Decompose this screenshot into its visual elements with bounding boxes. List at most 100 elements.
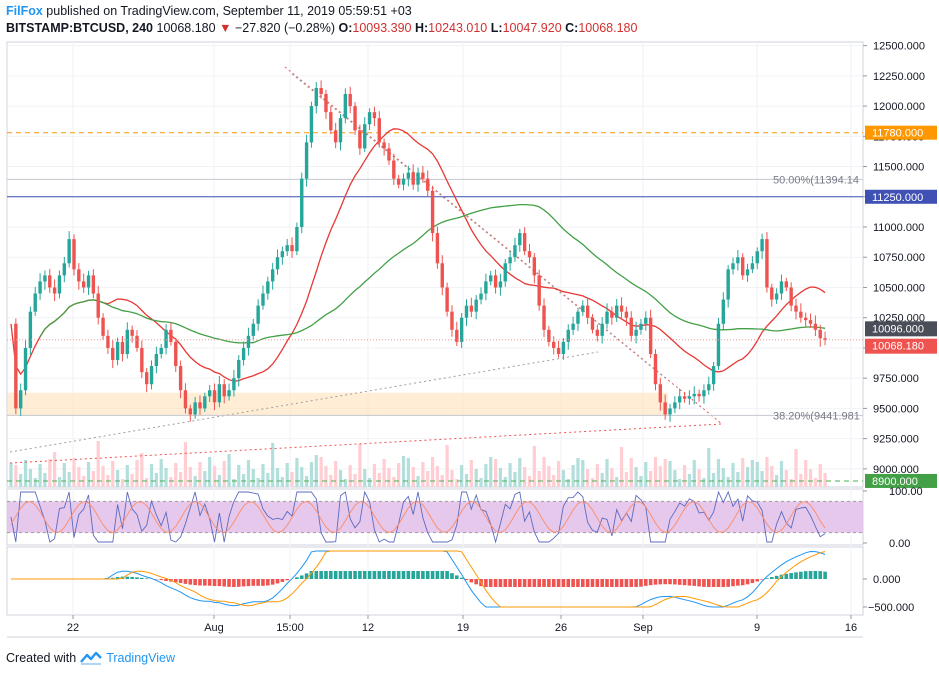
- low-value: 10047.920: [502, 21, 562, 35]
- macd-histogram-bar: [217, 579, 222, 587]
- candle-body: [33, 293, 37, 312]
- candle-body: [144, 372, 149, 385]
- macd-histogram-bar: [236, 579, 241, 587]
- published-text: published on TradingView.com, September …: [46, 4, 412, 18]
- candle-body: [106, 335, 110, 348]
- candle-body: [566, 329, 570, 342]
- macd-histogram-bar: [450, 573, 454, 579]
- volume-bar: [590, 478, 595, 487]
- created-with-text: Created with: [6, 651, 77, 665]
- volume-bar: [154, 473, 158, 487]
- volume-bar: [450, 470, 454, 487]
- macd-histogram-bar: [193, 579, 197, 586]
- candle-body: [338, 118, 343, 143]
- candle-body: [333, 130, 338, 143]
- candle-body: [755, 251, 759, 264]
- level-badge-label: 11780.000: [872, 128, 923, 140]
- volume-bar: [101, 466, 105, 487]
- candle-body: [23, 347, 28, 391]
- macd-histogram-bar: [266, 579, 270, 586]
- volume-bar: [779, 461, 784, 487]
- candle-body: [576, 311, 580, 324]
- volume-bar: [48, 459, 52, 487]
- volume-bar: [455, 479, 459, 487]
- volume-bar: [82, 476, 86, 487]
- candle-body: [716, 323, 721, 367]
- macd-histogram-bar: [784, 573, 789, 579]
- volume-bar: [256, 478, 260, 487]
- macd-histogram-bar: [435, 571, 440, 579]
- volume-bar: [537, 471, 541, 487]
- candle-body: [353, 106, 357, 131]
- down-arrow-icon: ▼: [219, 21, 232, 35]
- macd-histogram-bar: [518, 579, 522, 587]
- volume-bar: [116, 470, 120, 487]
- candle-body: [537, 275, 541, 306]
- macd-histogram-bar: [125, 576, 130, 579]
- macd-histogram-bar: [387, 571, 391, 579]
- x-tick-label: 16: [845, 622, 857, 634]
- candle-body: [246, 335, 251, 348]
- macd-histogram-bar: [614, 579, 619, 587]
- volume-bar: [174, 463, 178, 487]
- macd-histogram-bar: [474, 579, 478, 585]
- macd-histogram-bar: [227, 579, 231, 587]
- tradingview-link[interactable]: TradingView: [106, 651, 175, 665]
- fib-label: 38.20%(9441.981: [773, 410, 860, 422]
- candle-body: [745, 269, 750, 276]
- price-chart[interactable]: 12500.00012250.00012000.00011750.0001150…: [0, 0, 939, 645]
- macd-histogram-bar: [232, 579, 236, 587]
- level-badge-label: 8900.000: [872, 476, 918, 488]
- candle-body: [149, 366, 154, 385]
- macd-histogram-bar: [362, 571, 367, 579]
- candle-body: [595, 329, 600, 336]
- candle-body: [479, 293, 483, 300]
- volume-bar: [731, 463, 735, 487]
- volume-bar: [542, 457, 546, 487]
- candle-body: [774, 293, 779, 300]
- low-label: L:: [490, 21, 503, 35]
- candle-body: [571, 323, 575, 330]
- volume-bar: [663, 459, 667, 487]
- candle-body: [459, 317, 464, 342]
- candle-body: [527, 251, 532, 258]
- volume-bar: [392, 477, 396, 487]
- price-badge-label: 10096.000: [872, 323, 924, 335]
- candle-body: [552, 341, 556, 348]
- candle-body: [682, 396, 687, 399]
- candle-body: [52, 287, 57, 294]
- macd-histogram-bar: [251, 579, 256, 586]
- volume-bar: [619, 447, 624, 487]
- macd-histogram-bar: [324, 571, 328, 579]
- macd-histogram-bar: [280, 579, 285, 582]
- publisher-name[interactable]: FilFox: [6, 4, 43, 18]
- volume-bar: [605, 459, 609, 487]
- macd-histogram-bar: [769, 577, 774, 579]
- stoch-d-line: [10, 500, 826, 534]
- volume-bar: [372, 464, 377, 487]
- volume-bar: [634, 467, 638, 487]
- x-tick-label: 9: [754, 622, 760, 634]
- macd-histogram-bar: [721, 579, 726, 587]
- candle-body: [639, 323, 643, 330]
- candle-body: [697, 393, 701, 397]
- candle-body: [823, 338, 827, 340]
- candle-body: [731, 263, 735, 270]
- candle-body: [648, 317, 653, 354]
- volume-bar: [343, 479, 347, 487]
- macd-histogram-bar: [551, 579, 556, 587]
- macd-histogram-bar: [799, 571, 803, 579]
- volume-bar: [86, 462, 91, 487]
- volume-bar: [232, 479, 236, 487]
- candle-body: [304, 142, 309, 179]
- volume-bar: [508, 463, 512, 487]
- volume-bar: [169, 477, 173, 487]
- macd-histogram-bar: [648, 579, 653, 586]
- candle-body: [372, 112, 377, 119]
- volume-bar: [804, 460, 808, 487]
- volume-bar: [309, 462, 314, 487]
- candle-body: [556, 347, 561, 354]
- rsi-band: [7, 501, 863, 533]
- open-value: 10093.390: [352, 21, 412, 35]
- macd-histogram-bar: [561, 579, 566, 587]
